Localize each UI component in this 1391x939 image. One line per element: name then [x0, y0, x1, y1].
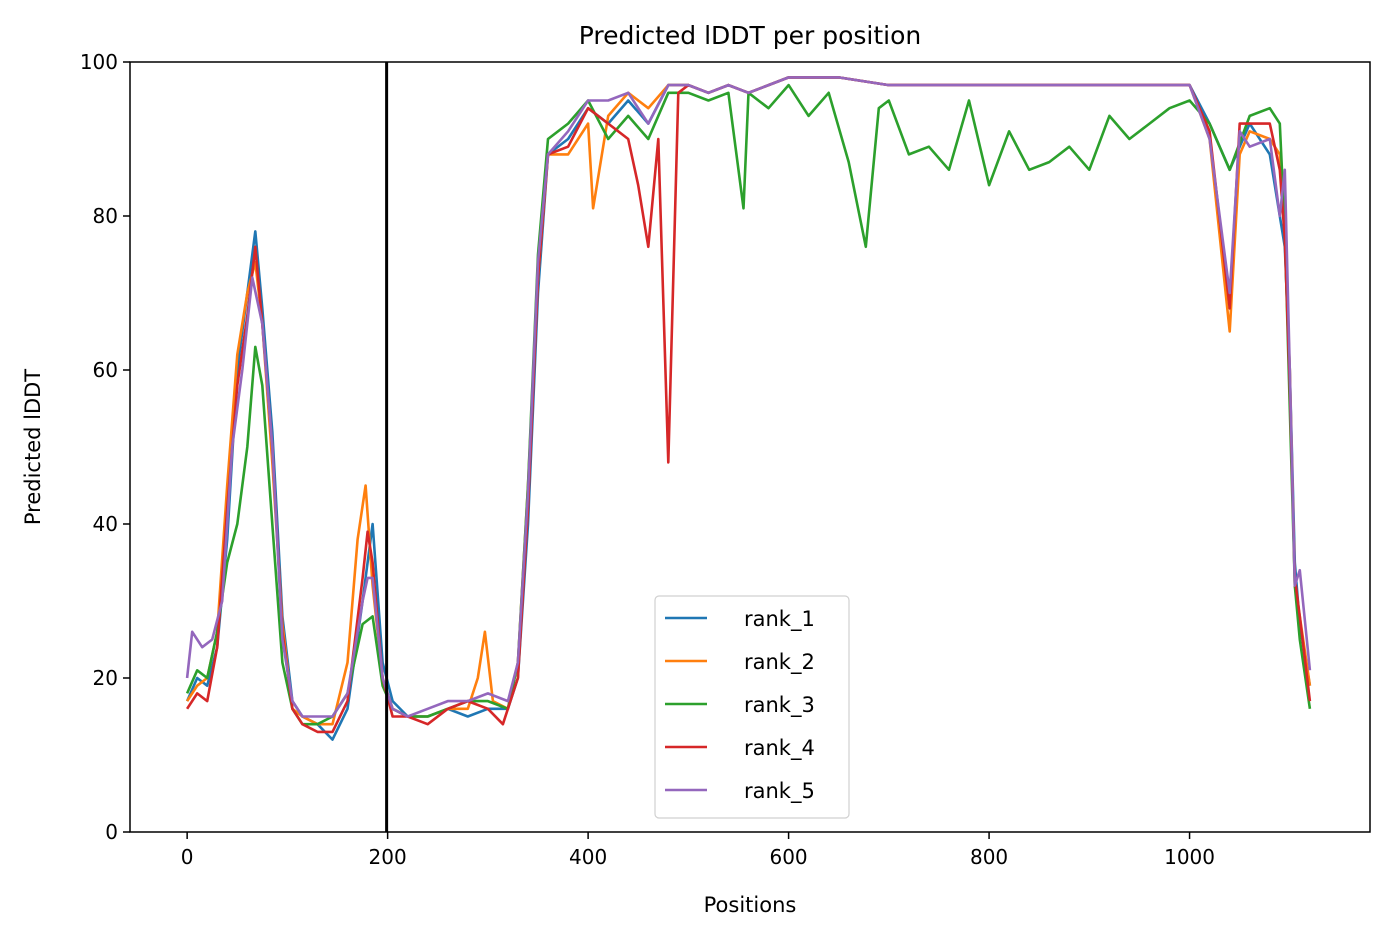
legend-box	[654, 595, 850, 819]
x-tick-label: 200	[369, 845, 407, 869]
x-tick-label: 600	[769, 845, 807, 869]
y-tick-label: 60	[93, 358, 118, 382]
legend-label-rank_3: rank_3	[744, 693, 815, 718]
x-tick-label: 800	[970, 845, 1008, 869]
legend-label-rank_2: rank_2	[744, 650, 815, 675]
y-tick-label: 100	[80, 50, 118, 74]
legend-label-rank_1: rank_1	[744, 607, 815, 632]
plot-frame	[129, 61, 1371, 833]
y-tick-label: 20	[93, 666, 118, 690]
y-axis-label: Predicted lDDT	[21, 369, 45, 525]
x-tick-label: 400	[569, 845, 607, 869]
x-axis-label: Positions	[704, 893, 797, 917]
series-line-rank_5	[185, 76, 1312, 718]
chart-title: Predicted lDDT per position	[579, 21, 921, 50]
y-tick-label: 40	[93, 512, 118, 536]
x-tick-label: 1000	[1164, 845, 1215, 869]
y-axis: 0 20 40 60 80 100	[80, 50, 130, 844]
plot-area	[185, 62, 1312, 832]
x-tick-label: 0	[181, 845, 194, 869]
y-tick-label: 80	[93, 204, 118, 228]
legend-label-rank_5: rank_5	[744, 779, 815, 804]
y-tick-label: 0	[105, 820, 118, 844]
legend: rank_1 rank_2 rank_3 rank_4 rank_5	[654, 595, 850, 819]
legend-label-rank_4: rank_4	[744, 736, 815, 761]
x-axis: 0 200 400 600 800 1000	[181, 832, 1215, 869]
